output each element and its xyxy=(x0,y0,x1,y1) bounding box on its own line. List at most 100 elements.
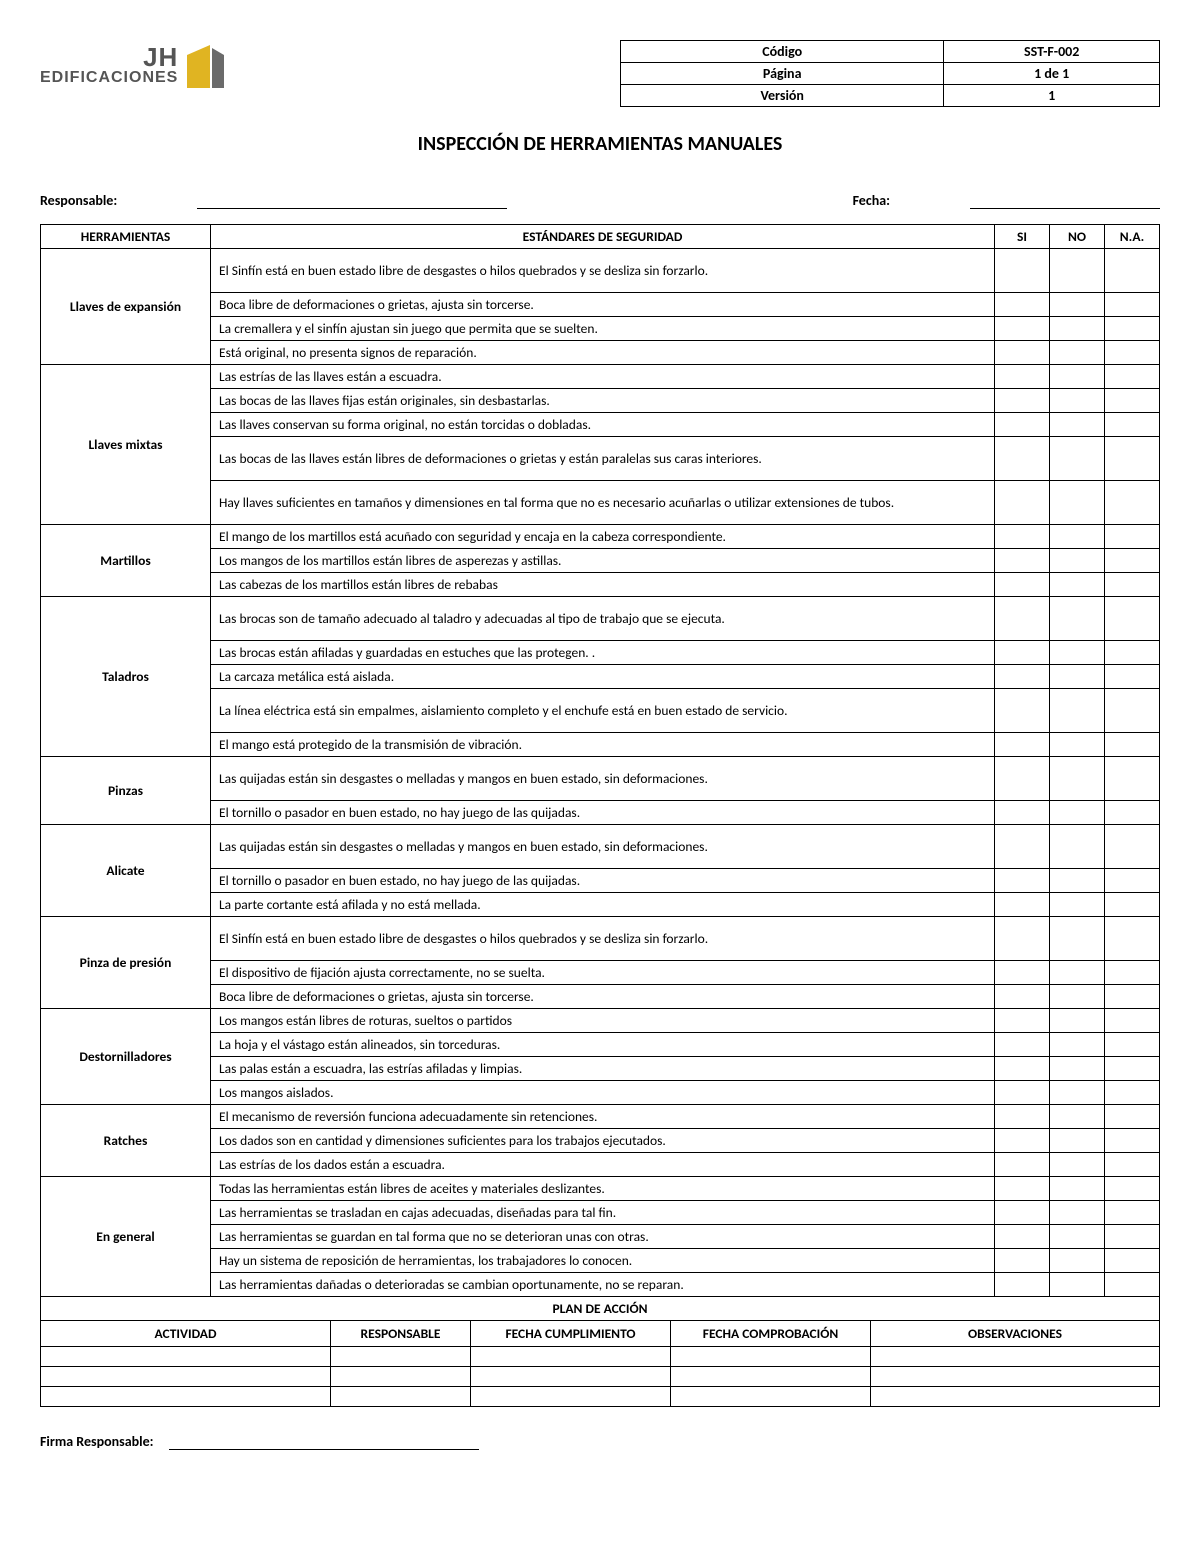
check-cell-si[interactable] xyxy=(995,689,1050,733)
check-cell-na[interactable] xyxy=(1105,1057,1160,1081)
check-cell-no[interactable] xyxy=(1050,1249,1105,1273)
check-cell-no[interactable] xyxy=(1050,365,1105,389)
check-cell-no[interactable] xyxy=(1050,801,1105,825)
check-cell-no[interactable] xyxy=(1050,525,1105,549)
plan-cell[interactable] xyxy=(471,1367,671,1387)
check-cell-si[interactable] xyxy=(995,893,1050,917)
check-cell-no[interactable] xyxy=(1050,665,1105,689)
check-cell-si[interactable] xyxy=(995,869,1050,893)
check-cell-si[interactable] xyxy=(995,1225,1050,1249)
check-cell-no[interactable] xyxy=(1050,249,1105,293)
check-cell-si[interactable] xyxy=(995,757,1050,801)
plan-cell[interactable] xyxy=(331,1347,471,1367)
check-cell-na[interactable] xyxy=(1105,1225,1160,1249)
check-cell-no[interactable] xyxy=(1050,293,1105,317)
check-cell-na[interactable] xyxy=(1105,665,1160,689)
check-cell-na[interactable] xyxy=(1105,641,1160,665)
check-cell-no[interactable] xyxy=(1050,597,1105,641)
check-cell-si[interactable] xyxy=(995,1129,1050,1153)
check-cell-na[interactable] xyxy=(1105,985,1160,1009)
check-cell-si[interactable] xyxy=(995,317,1050,341)
check-cell-na[interactable] xyxy=(1105,317,1160,341)
check-cell-no[interactable] xyxy=(1050,1201,1105,1225)
check-cell-no[interactable] xyxy=(1050,1273,1105,1297)
check-cell-no[interactable] xyxy=(1050,893,1105,917)
check-cell-no[interactable] xyxy=(1050,413,1105,437)
check-cell-si[interactable] xyxy=(995,1177,1050,1201)
check-cell-na[interactable] xyxy=(1105,249,1160,293)
check-cell-na[interactable] xyxy=(1105,917,1160,961)
check-cell-na[interactable] xyxy=(1105,413,1160,437)
check-cell-si[interactable] xyxy=(995,825,1050,869)
check-cell-na[interactable] xyxy=(1105,1201,1160,1225)
check-cell-no[interactable] xyxy=(1050,573,1105,597)
check-cell-no[interactable] xyxy=(1050,1153,1105,1177)
check-cell-na[interactable] xyxy=(1105,733,1160,757)
check-cell-no[interactable] xyxy=(1050,1057,1105,1081)
check-cell-na[interactable] xyxy=(1105,1081,1160,1105)
check-cell-si[interactable] xyxy=(995,573,1050,597)
check-cell-na[interactable] xyxy=(1105,597,1160,641)
check-cell-na[interactable] xyxy=(1105,1177,1160,1201)
check-cell-na[interactable] xyxy=(1105,549,1160,573)
check-cell-si[interactable] xyxy=(995,641,1050,665)
check-cell-no[interactable] xyxy=(1050,869,1105,893)
plan-cell[interactable] xyxy=(871,1387,1160,1407)
check-cell-na[interactable] xyxy=(1105,437,1160,481)
check-cell-no[interactable] xyxy=(1050,437,1105,481)
check-cell-si[interactable] xyxy=(995,437,1050,481)
check-cell-si[interactable] xyxy=(995,549,1050,573)
check-cell-si[interactable] xyxy=(995,1009,1050,1033)
check-cell-no[interactable] xyxy=(1050,317,1105,341)
check-cell-no[interactable] xyxy=(1050,1009,1105,1033)
check-cell-si[interactable] xyxy=(995,365,1050,389)
check-cell-no[interactable] xyxy=(1050,1033,1105,1057)
check-cell-na[interactable] xyxy=(1105,1153,1160,1177)
check-cell-no[interactable] xyxy=(1050,757,1105,801)
check-cell-na[interactable] xyxy=(1105,293,1160,317)
check-cell-no[interactable] xyxy=(1050,917,1105,961)
check-cell-si[interactable] xyxy=(995,1273,1050,1297)
check-cell-no[interactable] xyxy=(1050,1225,1105,1249)
check-cell-no[interactable] xyxy=(1050,1105,1105,1129)
plan-cell[interactable] xyxy=(331,1387,471,1407)
check-cell-na[interactable] xyxy=(1105,481,1160,525)
check-cell-si[interactable] xyxy=(995,985,1050,1009)
check-cell-na[interactable] xyxy=(1105,825,1160,869)
check-cell-no[interactable] xyxy=(1050,689,1105,733)
check-cell-na[interactable] xyxy=(1105,1129,1160,1153)
plan-cell[interactable] xyxy=(41,1387,331,1407)
check-cell-no[interactable] xyxy=(1050,481,1105,525)
plan-cell[interactable] xyxy=(41,1367,331,1387)
plan-cell[interactable] xyxy=(471,1387,671,1407)
check-cell-na[interactable] xyxy=(1105,1273,1160,1297)
check-cell-no[interactable] xyxy=(1050,1081,1105,1105)
firma-input-line[interactable] xyxy=(169,1432,479,1450)
check-cell-si[interactable] xyxy=(995,801,1050,825)
check-cell-si[interactable] xyxy=(995,917,1050,961)
plan-cell[interactable] xyxy=(471,1347,671,1367)
check-cell-si[interactable] xyxy=(995,1153,1050,1177)
check-cell-no[interactable] xyxy=(1050,961,1105,985)
check-cell-na[interactable] xyxy=(1105,573,1160,597)
check-cell-si[interactable] xyxy=(995,665,1050,689)
check-cell-na[interactable] xyxy=(1105,365,1160,389)
check-cell-no[interactable] xyxy=(1050,641,1105,665)
check-cell-si[interactable] xyxy=(995,249,1050,293)
check-cell-si[interactable] xyxy=(995,597,1050,641)
check-cell-na[interactable] xyxy=(1105,893,1160,917)
check-cell-no[interactable] xyxy=(1050,825,1105,869)
check-cell-si[interactable] xyxy=(995,1057,1050,1081)
check-cell-si[interactable] xyxy=(995,1201,1050,1225)
check-cell-na[interactable] xyxy=(1105,869,1160,893)
check-cell-no[interactable] xyxy=(1050,389,1105,413)
plan-cell[interactable] xyxy=(41,1347,331,1367)
check-cell-si[interactable] xyxy=(995,1105,1050,1129)
check-cell-na[interactable] xyxy=(1105,525,1160,549)
check-cell-no[interactable] xyxy=(1050,985,1105,1009)
check-cell-no[interactable] xyxy=(1050,1177,1105,1201)
plan-cell[interactable] xyxy=(671,1367,871,1387)
check-cell-na[interactable] xyxy=(1105,1249,1160,1273)
check-cell-na[interactable] xyxy=(1105,757,1160,801)
plan-cell[interactable] xyxy=(671,1347,871,1367)
